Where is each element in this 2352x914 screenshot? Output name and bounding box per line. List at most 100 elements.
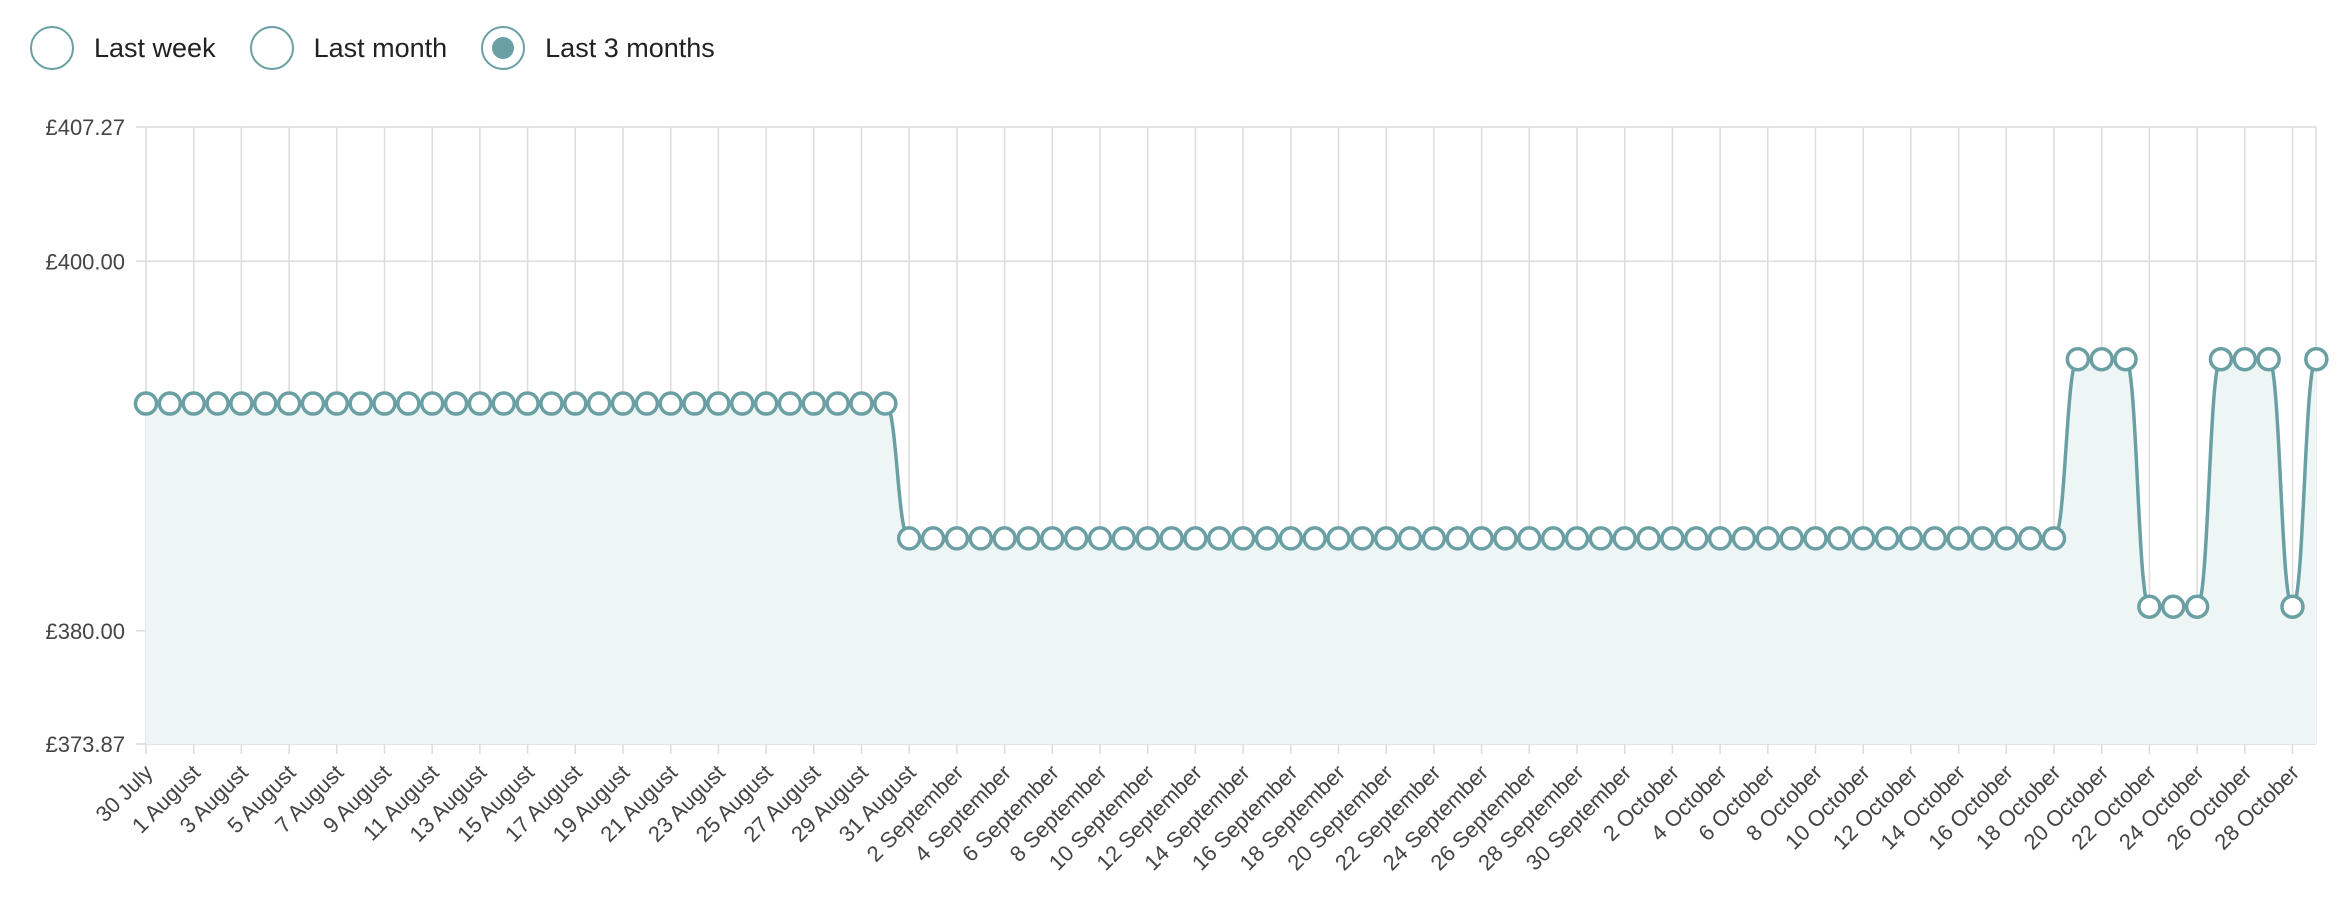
data-point xyxy=(1493,526,1518,551)
data-point xyxy=(1135,526,1160,551)
data-point xyxy=(2280,594,2305,619)
data-point xyxy=(1803,526,1828,551)
data-point xyxy=(1397,526,1423,551)
series-area xyxy=(146,359,2317,744)
data-point xyxy=(1755,526,1781,551)
data-point xyxy=(2304,346,2329,372)
radio-last-week[interactable] xyxy=(30,26,74,70)
data-point xyxy=(1063,526,1089,551)
range-label-last-3-months: Last 3 months xyxy=(545,32,715,63)
data-point xyxy=(682,391,707,416)
data-point xyxy=(920,526,946,551)
range-label-last-month: Last month xyxy=(313,32,448,63)
data-point xyxy=(1302,526,1327,551)
data-point xyxy=(539,391,564,416)
radio-last-3-months[interactable] xyxy=(481,26,526,70)
data-point xyxy=(777,391,803,416)
data-point xyxy=(658,391,683,416)
y-tick-label: £400.00 xyxy=(45,249,125,274)
data-point xyxy=(1874,526,1900,551)
data-point xyxy=(1183,526,1208,551)
data-point xyxy=(1850,526,1876,551)
data-point xyxy=(730,391,755,416)
data-point xyxy=(1827,526,1852,551)
data-point xyxy=(563,391,588,416)
data-point xyxy=(873,391,898,416)
data-point xyxy=(2113,346,2138,372)
data-point xyxy=(1540,526,1566,551)
data-point xyxy=(1970,526,1995,551)
data-point xyxy=(1636,526,1661,551)
series-points xyxy=(133,346,2329,619)
data-point xyxy=(706,391,731,416)
data-point xyxy=(1207,526,1232,551)
data-point xyxy=(1707,526,1733,551)
y-tick-label: £407.27 xyxy=(45,115,125,140)
data-point xyxy=(896,526,922,551)
data-point xyxy=(1660,526,1685,551)
data-point xyxy=(634,391,660,416)
data-point xyxy=(515,391,540,416)
data-point xyxy=(372,391,397,416)
data-point xyxy=(1373,526,1399,551)
data-point xyxy=(1111,526,1137,551)
data-point xyxy=(2208,346,2234,372)
data-point xyxy=(1350,526,1375,551)
data-point xyxy=(491,391,516,416)
data-point xyxy=(181,391,206,416)
data-point xyxy=(992,526,1017,551)
data-point xyxy=(1731,526,1757,551)
data-point xyxy=(2089,346,2114,372)
data-point xyxy=(1564,526,1590,551)
data-point xyxy=(1898,526,1924,551)
data-point xyxy=(2017,526,2043,551)
data-point xyxy=(324,391,350,416)
data-point xyxy=(1517,526,1542,551)
data-point xyxy=(849,391,874,416)
data-point xyxy=(753,391,779,416)
data-point xyxy=(2137,594,2162,619)
radio-last-month[interactable] xyxy=(249,26,294,70)
data-point xyxy=(2161,594,2186,619)
data-point xyxy=(348,391,373,416)
data-point xyxy=(300,391,326,416)
data-point xyxy=(419,391,445,416)
data-point xyxy=(1278,526,1304,551)
data-point xyxy=(1040,526,1065,551)
data-point xyxy=(396,391,421,416)
data-point xyxy=(1445,526,1470,551)
data-point xyxy=(1016,526,1041,551)
data-point xyxy=(2065,346,2091,372)
data-point xyxy=(1946,526,1971,551)
data-point xyxy=(467,391,493,416)
data-point xyxy=(944,526,970,551)
y-tick-label: £373.87 xyxy=(45,732,125,757)
data-point xyxy=(801,391,827,416)
data-point xyxy=(253,391,278,416)
data-point xyxy=(586,391,612,416)
data-point xyxy=(1469,526,1494,551)
range-label-last-week: Last week xyxy=(94,32,216,63)
data-point xyxy=(610,391,636,416)
range-option-last-3-months[interactable]: Last 3 months xyxy=(481,26,715,70)
data-point xyxy=(1922,526,1947,551)
data-point xyxy=(1326,526,1351,551)
data-point xyxy=(1254,526,1280,551)
data-point xyxy=(133,391,159,416)
data-point xyxy=(2041,526,2067,551)
data-point xyxy=(1779,526,1804,551)
data-point xyxy=(1421,526,1447,551)
data-point xyxy=(205,391,230,416)
data-point xyxy=(1159,526,1184,551)
data-point xyxy=(157,391,183,416)
data-point xyxy=(2256,346,2281,372)
range-option-last-month[interactable]: Last month xyxy=(249,26,448,70)
range-selector: Last week Last month Last 3 months xyxy=(30,26,749,70)
data-point xyxy=(443,391,469,416)
range-option-last-week[interactable]: Last week xyxy=(30,26,216,70)
data-point xyxy=(1684,526,1709,551)
data-point xyxy=(1588,526,1614,551)
data-point xyxy=(2232,346,2258,372)
data-point xyxy=(1230,526,1256,551)
